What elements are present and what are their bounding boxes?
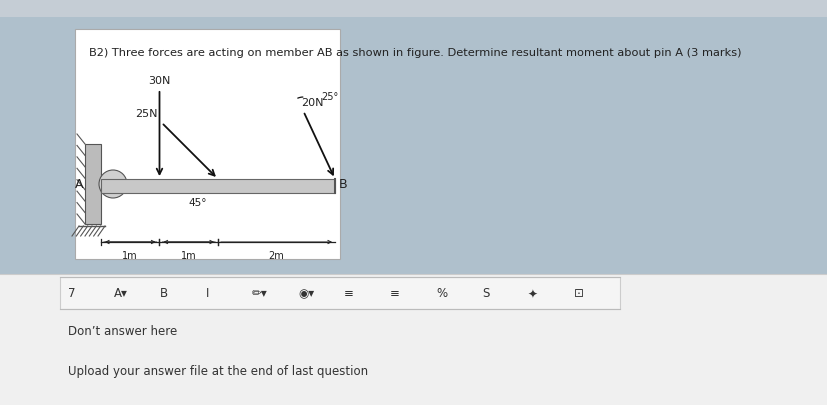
Text: Don’t answer here: Don’t answer here	[68, 324, 177, 337]
Text: 2m: 2m	[268, 250, 284, 260]
Text: 45°: 45°	[189, 198, 207, 207]
Bar	[60, 277, 619, 309]
Text: B: B	[338, 178, 347, 191]
Text: ≡: ≡	[390, 287, 399, 300]
Text: B: B	[160, 287, 168, 300]
Text: I: I	[206, 287, 209, 300]
Text: A▾: A▾	[114, 287, 127, 300]
Text: %: %	[436, 287, 447, 300]
Bar	[101, 179, 335, 194]
Circle shape	[99, 171, 127, 198]
Text: 25N: 25N	[135, 109, 157, 119]
Text: ✦: ✦	[528, 287, 538, 300]
Bar	[75, 30, 340, 259]
Text: ⊡: ⊡	[573, 287, 583, 300]
Bar	[0, 274, 827, 405]
Text: 1m: 1m	[122, 250, 138, 260]
Bar	[85, 145, 101, 224]
Text: ◉▾: ◉▾	[298, 287, 313, 300]
Text: A: A	[74, 178, 83, 191]
Text: 1m: 1m	[181, 250, 196, 260]
Text: 30N: 30N	[148, 76, 170, 86]
Text: B2) Three forces are acting on member AB as shown in figure. Determine resultant: B2) Three forces are acting on member AB…	[88, 48, 740, 58]
Text: ≡: ≡	[343, 287, 353, 300]
Text: Upload your answer file at the end of last question: Upload your answer file at the end of la…	[68, 364, 368, 377]
Text: 25°: 25°	[321, 92, 338, 102]
Text: S: S	[481, 287, 489, 300]
Text: ✏▾: ✏▾	[251, 287, 267, 300]
Bar	[0, 0, 827, 18]
Text: 7: 7	[68, 287, 75, 300]
Text: 20N: 20N	[301, 98, 323, 108]
